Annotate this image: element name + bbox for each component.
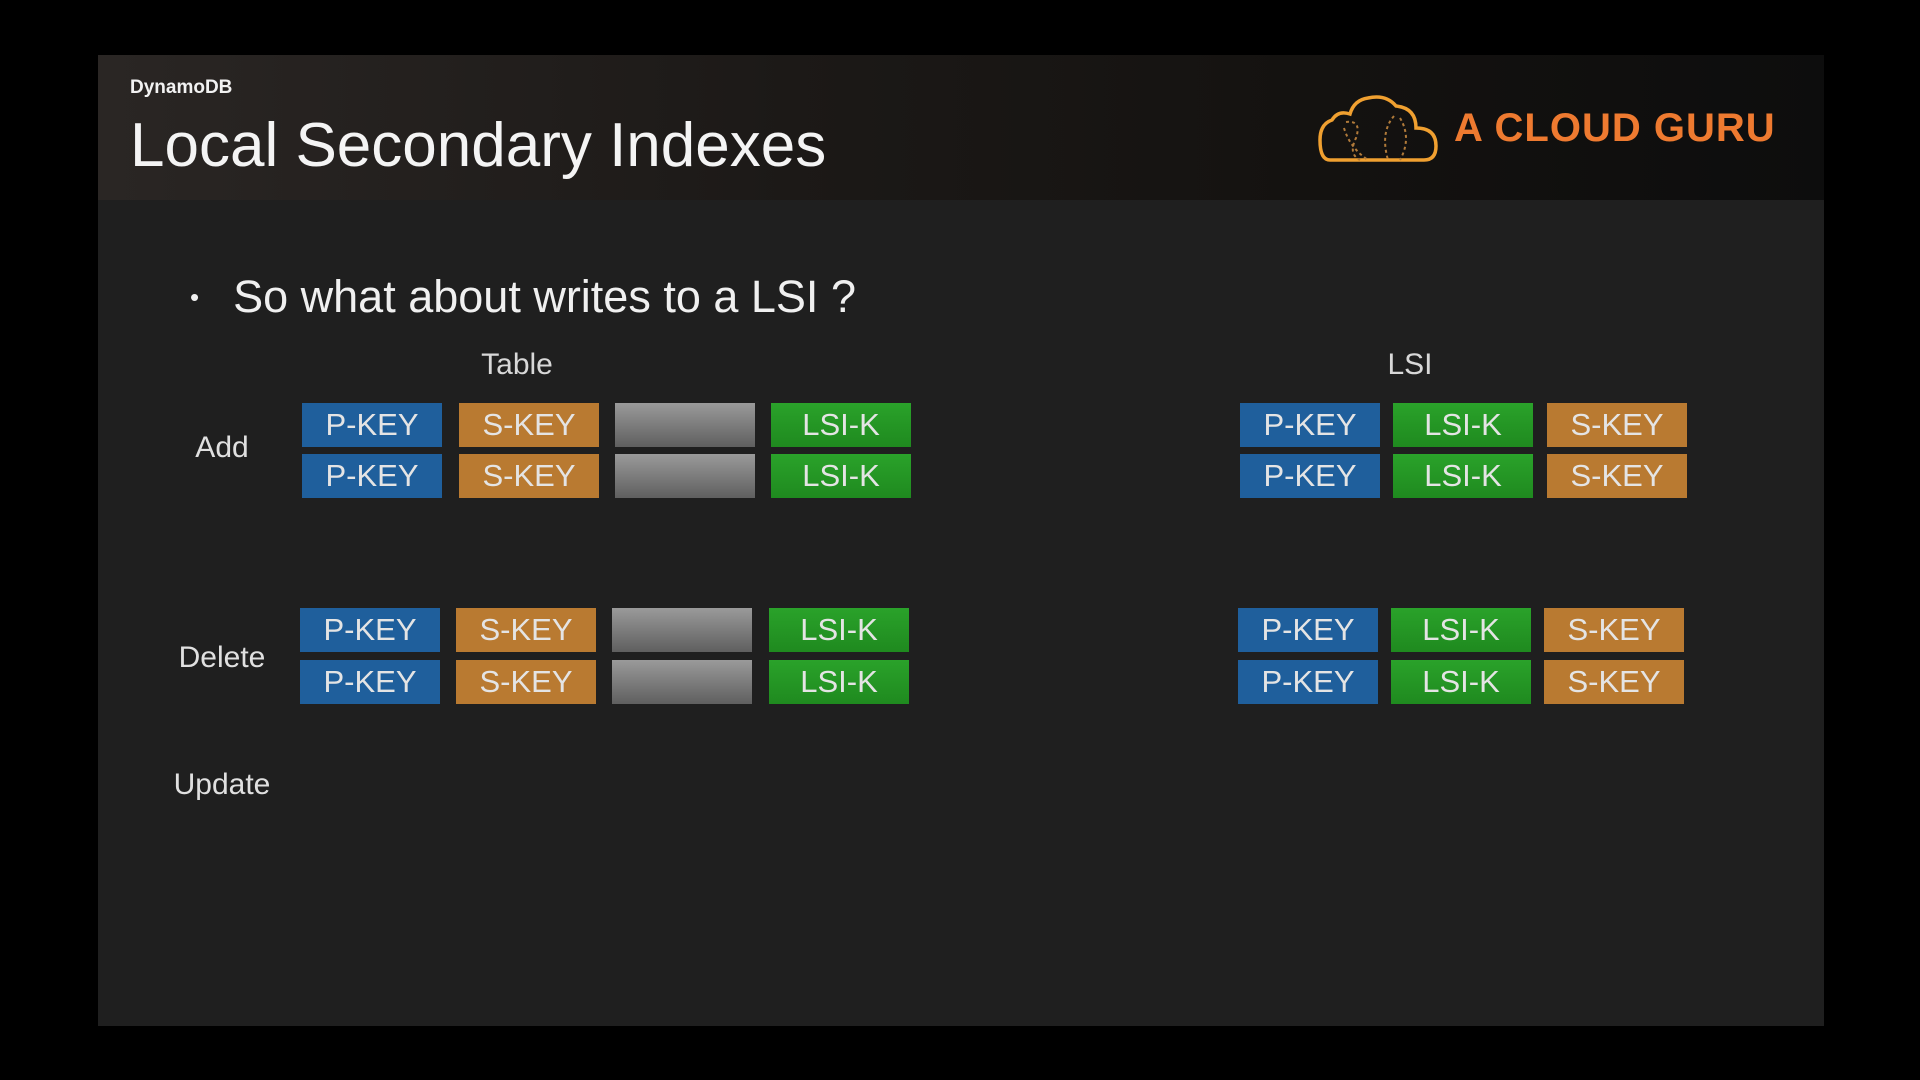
table-pkey-cell: P-KEY	[302, 454, 442, 498]
table-attribute-cell	[612, 660, 752, 704]
lsi-skey-cell: S-KEY	[1544, 660, 1684, 704]
lsi-skey-cell: S-KEY	[1547, 403, 1687, 447]
slide: DynamoDB Local Secondary Indexes A CLOUD…	[98, 55, 1824, 1026]
table-column-heading: Table	[481, 348, 553, 381]
logo: A CLOUD GURU	[1316, 92, 1776, 164]
lsi-lsik-cell: LSI-K	[1391, 660, 1531, 704]
logo-text: A CLOUD GURU	[1454, 105, 1776, 150]
bullet-dot-icon: •	[190, 281, 200, 312]
lsi-pkey-cell: P-KEY	[1238, 608, 1378, 652]
table-lsik-cell: LSI-K	[769, 660, 909, 704]
bullet-text: So what about writes to a LSI ?	[233, 271, 856, 322]
lsi-skey-cell: S-KEY	[1547, 454, 1687, 498]
lsi-lsik-cell: LSI-K	[1393, 454, 1533, 498]
table-pkey-cell: P-KEY	[302, 403, 442, 447]
slide-header: DynamoDB Local Secondary Indexes A CLOUD…	[98, 55, 1824, 200]
lsi-lsik-cell: LSI-K	[1391, 608, 1531, 652]
slide-subtitle: DynamoDB	[130, 77, 233, 98]
table-skey-cell: S-KEY	[459, 403, 599, 447]
row-label-add: Add	[195, 431, 249, 464]
slide-title: Local Secondary Indexes	[130, 111, 827, 180]
lsi-pkey-cell: P-KEY	[1240, 403, 1380, 447]
table-lsik-cell: LSI-K	[771, 403, 911, 447]
table-skey-cell: S-KEY	[456, 608, 596, 652]
bullet-point: • So what about writes to a LSI ?	[190, 271, 856, 323]
row-label-update: Update	[173, 768, 271, 801]
table-lsik-cell: LSI-K	[769, 608, 909, 652]
table-lsik-cell: LSI-K	[771, 454, 911, 498]
lsi-column-heading: LSI	[1387, 348, 1433, 381]
table-attribute-cell	[615, 454, 755, 498]
table-attribute-cell	[615, 403, 755, 447]
lsi-skey-cell: S-KEY	[1544, 608, 1684, 652]
table-pkey-cell: P-KEY	[300, 660, 440, 704]
lsi-pkey-cell: P-KEY	[1238, 660, 1378, 704]
table-pkey-cell: P-KEY	[300, 608, 440, 652]
lsi-lsik-cell: LSI-K	[1393, 403, 1533, 447]
row-label-delete: Delete	[178, 641, 266, 674]
lsi-pkey-cell: P-KEY	[1240, 454, 1380, 498]
table-attribute-cell	[612, 608, 752, 652]
table-skey-cell: S-KEY	[456, 660, 596, 704]
table-skey-cell: S-KEY	[459, 454, 599, 498]
cloud-logo-icon	[1318, 95, 1438, 162]
